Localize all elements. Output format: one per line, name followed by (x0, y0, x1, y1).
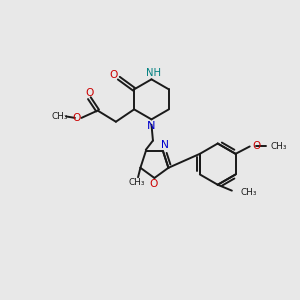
Text: CH₃: CH₃ (129, 178, 145, 187)
Text: O: O (150, 179, 158, 189)
Text: O: O (110, 70, 118, 80)
Text: CH₃: CH₃ (240, 188, 256, 196)
Text: N: N (147, 121, 156, 131)
Text: O: O (253, 141, 261, 151)
Text: N: N (160, 140, 169, 151)
Text: O: O (72, 113, 81, 124)
Text: CH₃: CH₃ (271, 142, 287, 151)
Text: CH₃: CH₃ (51, 112, 68, 121)
Text: NH: NH (146, 68, 161, 78)
Text: O: O (85, 88, 94, 98)
